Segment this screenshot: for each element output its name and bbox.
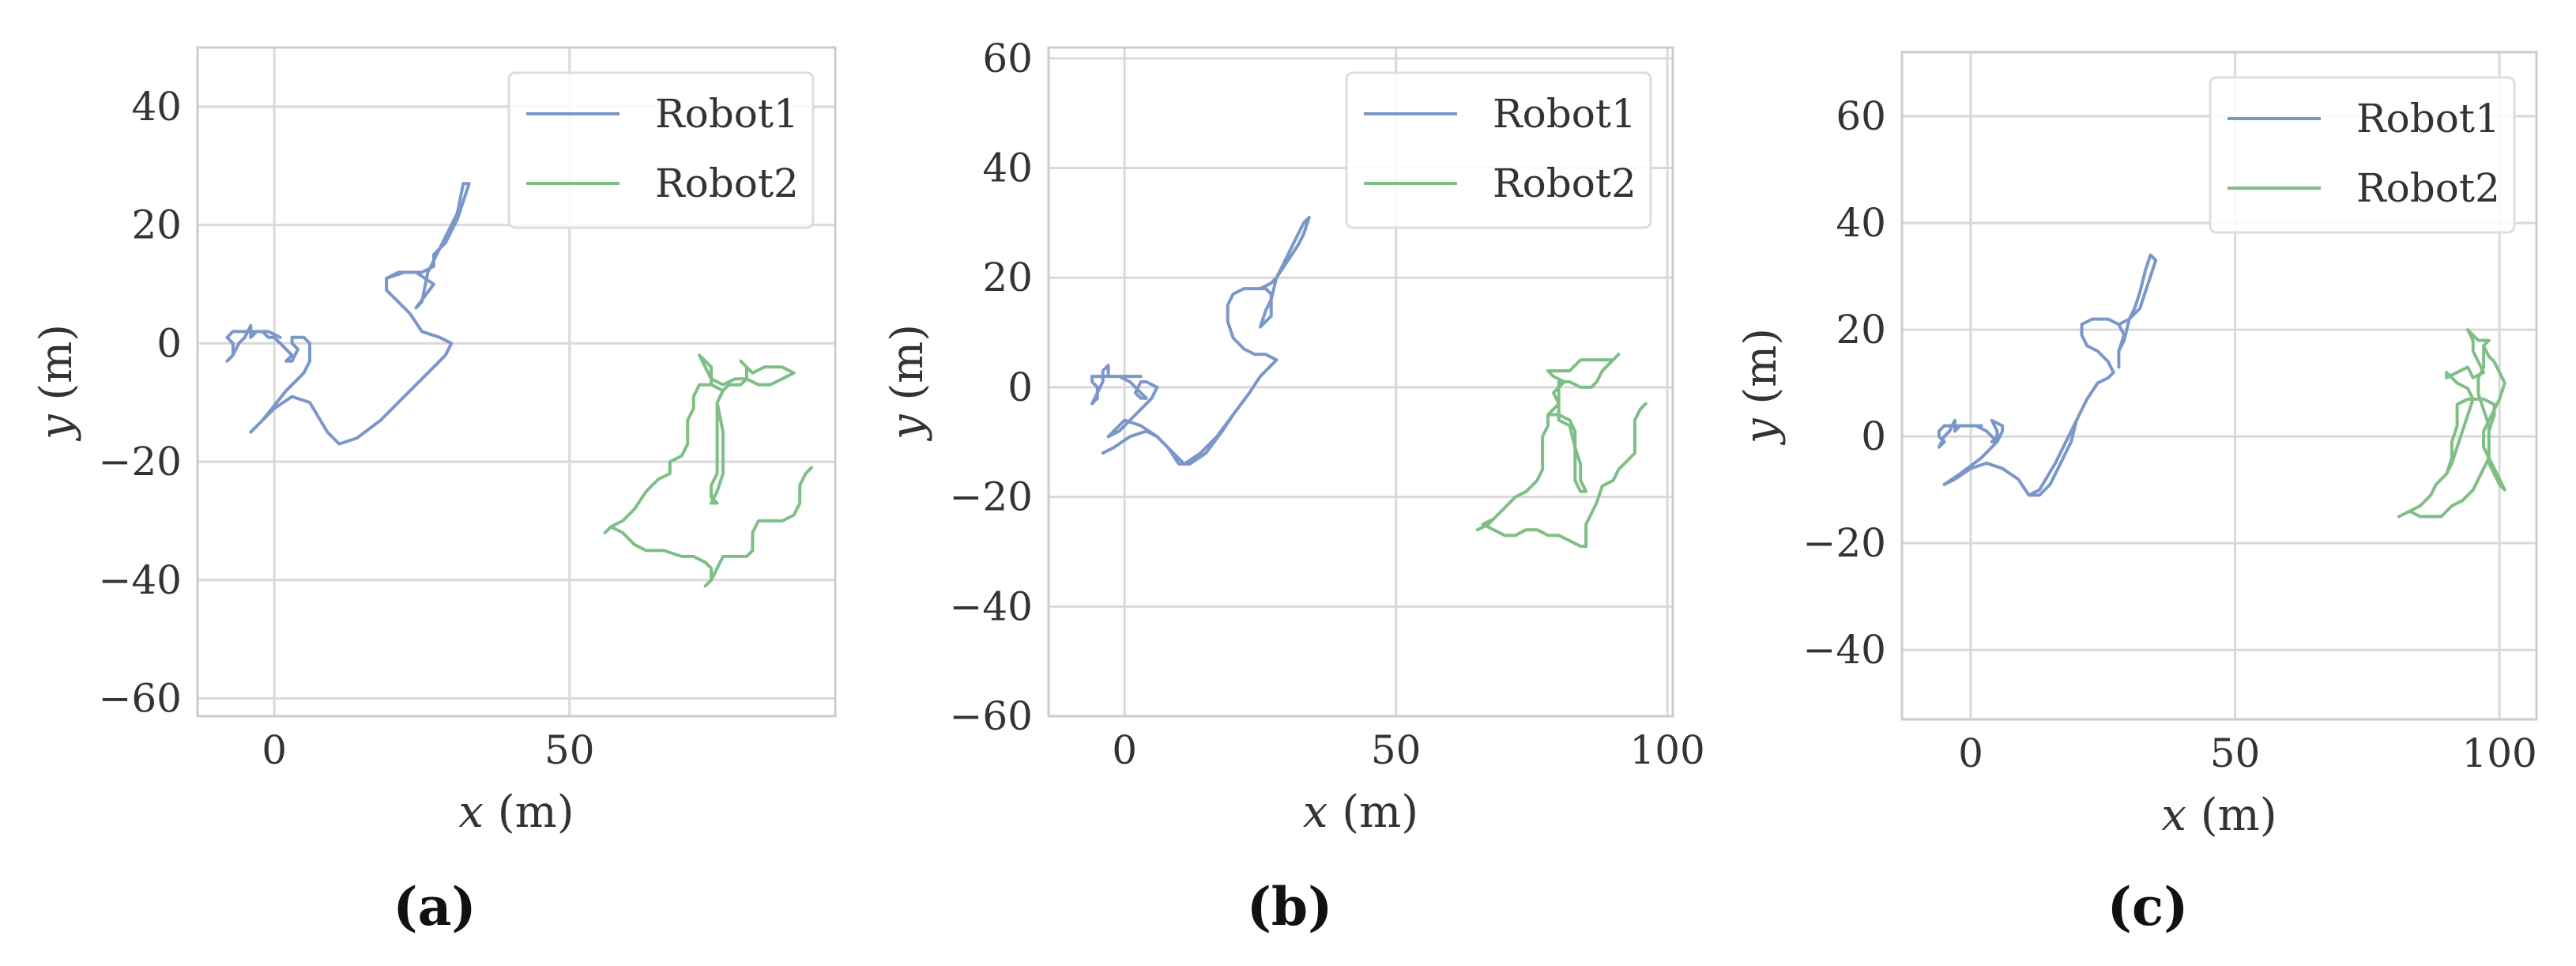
y-tick-label: 60: [982, 36, 1033, 81]
series-line-robot2: [2397, 328, 2506, 519]
y-axis-label-unit: (m): [1735, 328, 1787, 405]
legend-label-robot2: Robot2: [2356, 165, 2500, 211]
y-tick-label: 0: [1007, 364, 1033, 410]
legend: Robot1 Robot2: [1345, 71, 1652, 229]
y-tick-label: 0: [1861, 413, 1886, 459]
legend-box: [1345, 71, 1652, 229]
series-line-robot1: [1937, 253, 2158, 497]
x-axis-label: x (m): [1303, 787, 1418, 838]
y-tick-label: 40: [131, 84, 182, 130]
y-tick-label: 20: [982, 255, 1033, 300]
x-tick-label: 100: [2461, 730, 2536, 776]
legend-label-robot2: Robot2: [655, 160, 799, 206]
legend-label-robot2: Robot2: [1493, 160, 1636, 206]
series-line-robot2: [1475, 353, 1648, 548]
legend: Robot1 Robot2: [2209, 76, 2516, 234]
y-tick-label: 40: [982, 145, 1033, 191]
y-tick-label: −40: [949, 583, 1033, 629]
legend-label-robot1: Robot1: [1493, 91, 1636, 137]
y-tick-label: 20: [131, 202, 182, 248]
y-tick-label: 20: [1836, 307, 1886, 353]
y-tick-label: −20: [98, 439, 182, 485]
series-line-robot1: [225, 182, 471, 446]
x-tick-label: 100: [1629, 727, 1704, 773]
plot-frame: [196, 46, 837, 718]
plot-frame: [1900, 51, 2538, 721]
x-axis-label: x (m): [2161, 790, 2277, 841]
legend-label-robot1: Robot1: [655, 91, 799, 137]
panel-label: (b): [1247, 876, 1333, 938]
y-tick-label: −20: [949, 474, 1033, 520]
x-tick-label: 50: [1371, 727, 1422, 773]
x-axis-label: x (m): [458, 787, 574, 838]
y-axis-label: y (m): [31, 324, 82, 442]
y-axis-label: y (m): [1735, 328, 1787, 446]
y-tick-label: −40: [1802, 627, 1886, 673]
x-axis-label-var: x: [458, 787, 484, 838]
legend-box: [2209, 76, 2516, 234]
y-tick-label: −60: [98, 676, 182, 722]
y-axis-label: y (m): [882, 324, 933, 442]
y-tick-label: 60: [1836, 93, 1886, 139]
y-tick-label: −20: [1802, 520, 1886, 566]
legend-box: [507, 71, 815, 229]
x-axis-label-unit: (m): [1342, 787, 1418, 838]
y-axis-label-var: y: [882, 413, 933, 442]
legend: Robot1 Robot2: [507, 71, 815, 229]
y-axis-label-unit: (m): [882, 324, 933, 401]
x-axis-label-var: x: [2161, 790, 2186, 841]
y-axis-label-var: y: [1735, 417, 1787, 446]
y-tick-label: 0: [156, 320, 182, 366]
legend-label-robot1: Robot1: [2356, 96, 2500, 142]
series-line-robot2: [603, 353, 814, 588]
y-tick-label: −40: [98, 557, 182, 603]
series-line-robot1: [1090, 216, 1311, 466]
x-axis-label-unit: (m): [2201, 790, 2277, 841]
plot-frame: [1047, 46, 1674, 718]
y-tick-label: 40: [1836, 200, 1886, 246]
x-axis-label-var: x: [1303, 787, 1328, 838]
x-tick-label: 0: [1112, 727, 1137, 773]
x-tick-label: 50: [544, 727, 595, 773]
x-tick-label: 0: [262, 727, 287, 773]
panel-label: (c): [2107, 876, 2189, 938]
x-tick-label: 0: [1958, 730, 1983, 776]
x-axis-label-unit: (m): [498, 787, 574, 838]
x-tick-label: 50: [2210, 730, 2261, 776]
y-tick-label: −60: [949, 693, 1033, 739]
y-axis-label-var: y: [31, 413, 82, 442]
y-axis-label-unit: (m): [31, 324, 82, 401]
panel-label: (a): [393, 876, 476, 938]
